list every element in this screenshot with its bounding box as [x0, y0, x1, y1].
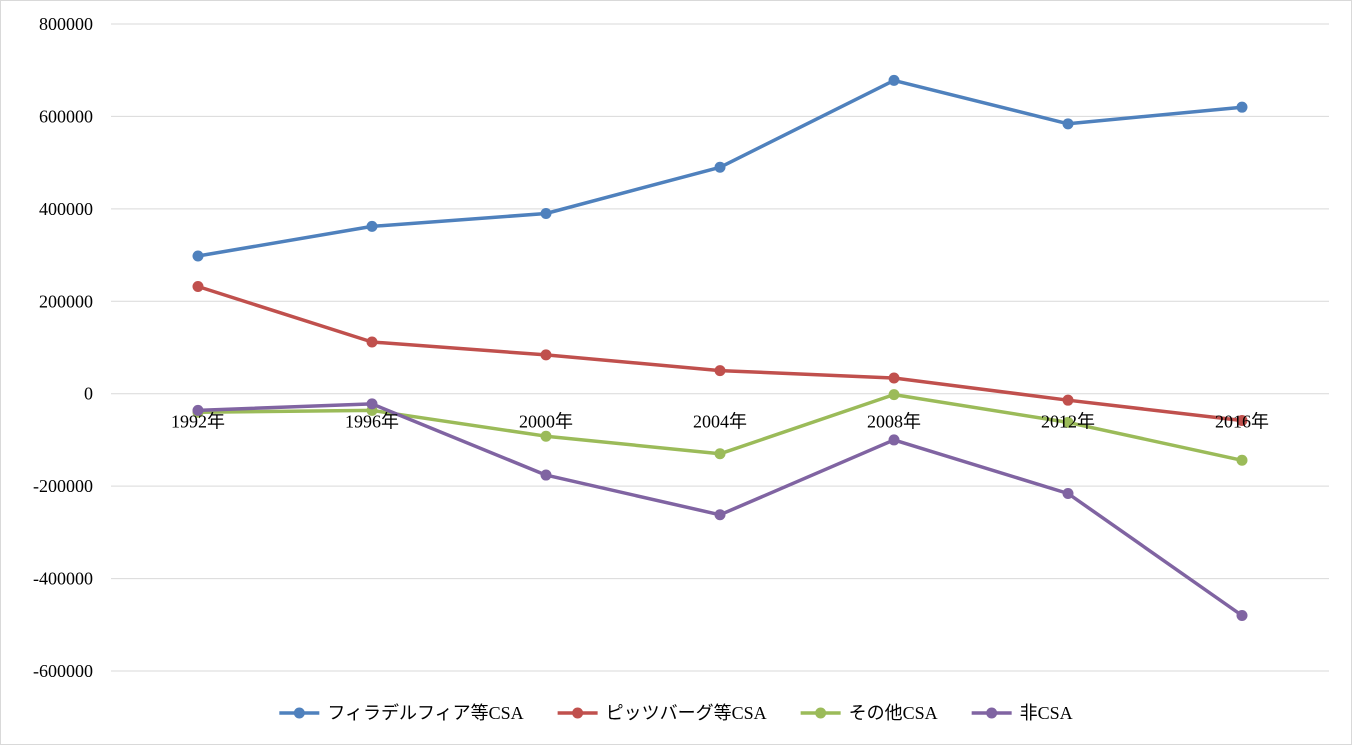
gridlines [111, 23, 1329, 672]
data-point [192, 404, 204, 416]
data-point [1236, 101, 1248, 113]
series-lines [192, 74, 1248, 622]
legend-label: その他CSA [849, 703, 938, 723]
data-point [540, 207, 552, 219]
data-point [888, 434, 900, 446]
data-point [192, 280, 204, 292]
legend-label: フィラデルフィア等CSA [327, 703, 523, 723]
series-2 [192, 280, 1248, 427]
y-tick-label: 400000 [39, 199, 93, 219]
legend-marker [293, 707, 305, 719]
x-tick-label: 2008年 [867, 412, 921, 432]
legend-label: ピッツバーグ等CSA [606, 703, 767, 723]
x-axis-tick-labels: 1992年 1996年 2000年 2004年 2008年 2012年 2016年 [171, 412, 1269, 432]
legend-marker [986, 707, 998, 719]
data-point [888, 74, 900, 86]
data-point [366, 336, 378, 348]
y-tick-label: 0 [84, 384, 93, 404]
data-point [1062, 394, 1074, 406]
legend-item: フィラデルフィア等CSA [279, 703, 524, 723]
legend-marker [815, 707, 827, 719]
legend-item: ピッツバーグ等CSA [557, 703, 767, 723]
data-point [1236, 610, 1248, 622]
series-line [196, 284, 1244, 423]
data-point [192, 250, 204, 262]
data-point [1062, 416, 1074, 428]
series-4 [192, 398, 1248, 622]
data-point [888, 389, 900, 401]
data-point [540, 349, 552, 361]
data-point [714, 509, 726, 521]
x-tick-label: 2012年 [1041, 412, 1095, 432]
data-point [366, 220, 378, 232]
data-point [540, 430, 552, 442]
x-tick-label: 1992年 [171, 412, 225, 432]
legend: フィラデルフィア等CSA ピッツバーグ等CSA その他CSA 非CSA [279, 703, 1073, 723]
series-1 [192, 74, 1248, 262]
x-tick-label: 2004年 [693, 412, 747, 432]
legend-item: その他CSA [800, 703, 938, 723]
data-point [888, 372, 900, 384]
y-tick-label: -200000 [33, 476, 93, 496]
data-point [1062, 488, 1074, 500]
legend-label: 非CSA [1020, 703, 1073, 723]
x-tick-label: 1996年 [345, 412, 399, 432]
data-point [540, 469, 552, 481]
data-point [714, 161, 726, 173]
y-tick-label: -600000 [33, 661, 93, 681]
legend-marker [572, 707, 584, 719]
y-tick-label: 600000 [39, 106, 93, 126]
data-point [714, 365, 726, 377]
data-point [1062, 118, 1074, 130]
data-point [1236, 415, 1248, 427]
y-tick-label: -400000 [33, 569, 93, 589]
data-point [714, 448, 726, 460]
x-tick-label: 2000年 [519, 412, 573, 432]
legend-item: 非CSA [971, 703, 1073, 723]
x-tick-label: 2016年 [1215, 412, 1269, 432]
y-tick-label: 200000 [39, 291, 93, 311]
y-tick-label: 800000 [39, 14, 93, 34]
data-point [366, 398, 378, 410]
data-point [1236, 454, 1248, 466]
y-axis-tick-labels: 800000 600000 400000 200000 0 -200000 -400000 -… [33, 14, 93, 681]
